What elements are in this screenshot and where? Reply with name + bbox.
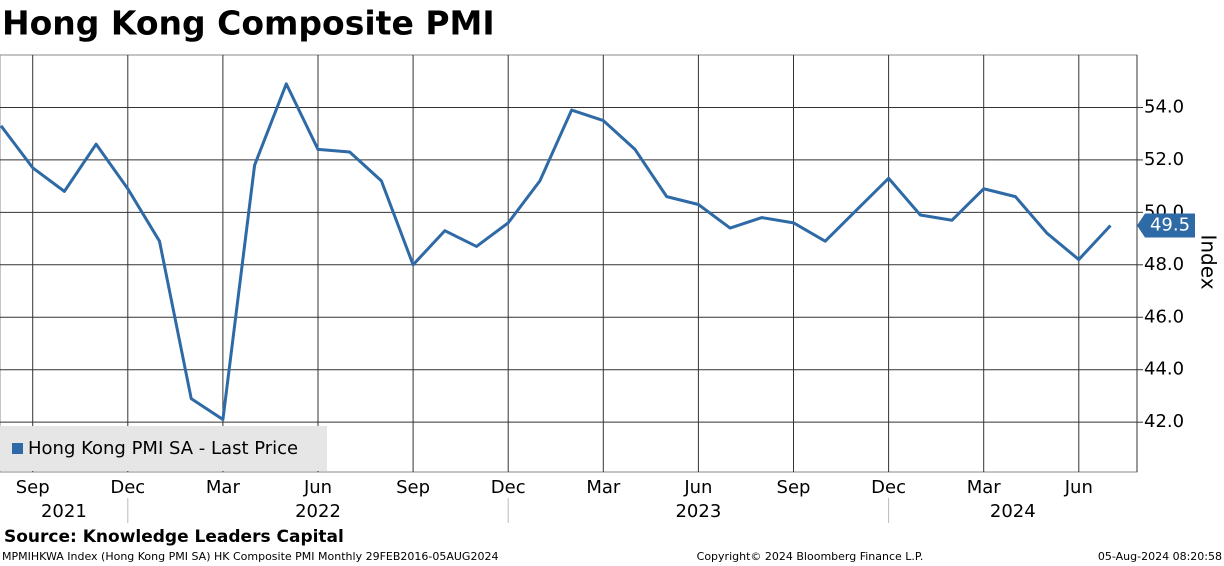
chart-title: Hong Kong Composite PMI	[2, 4, 495, 43]
footer-left: MPMIHKWA Index (Hong Kong PMI SA) HK Com…	[2, 550, 498, 563]
legend-box	[0, 426, 327, 471]
y-tick-label: 48.0	[1144, 254, 1184, 275]
year-label: 2022	[295, 501, 341, 522]
last-value-label: 49.5	[1150, 214, 1190, 235]
x-tick-label: Sep	[777, 477, 811, 498]
x-tick-label: Dec	[110, 477, 145, 498]
footer-center: Copyright© 2024 Bloomberg Finance L.P.	[697, 550, 924, 563]
x-tick-label: Mar	[967, 477, 1002, 498]
x-tick-label: Dec	[491, 477, 526, 498]
y-tick-label: 52.0	[1144, 149, 1184, 170]
year-label: 2024	[990, 501, 1036, 522]
plot-area	[0, 54, 1138, 473]
last-value-tag	[1137, 213, 1195, 238]
x-tick-label: Mar	[586, 477, 621, 498]
x-tick-label: Jun	[683, 477, 712, 498]
x-tick-label: Dec	[871, 477, 906, 498]
x-tick-label: Sep	[16, 477, 50, 498]
legend-swatch	[12, 443, 23, 454]
source: Source: Knowledge Leaders Capital	[4, 527, 344, 547]
year-label: 2021	[41, 501, 87, 522]
y-axis-label: Index	[1197, 234, 1221, 289]
y-tick-label: 54.0	[1144, 96, 1184, 117]
x-tick-label: Mar	[206, 477, 241, 498]
footer-right: 05-Aug-2024 08:20:58	[1098, 550, 1222, 563]
x-tick-label: Jun	[303, 477, 332, 498]
year-label: 2023	[675, 501, 721, 522]
x-tick-label: Sep	[396, 477, 430, 498]
legend-label: Hong Kong PMI SA - Last Price	[28, 438, 298, 459]
y-tick-label: 44.0	[1144, 359, 1184, 380]
series-line	[0, 82, 1112, 422]
y-tick-label: 42.0	[1144, 411, 1184, 432]
x-tick-label: Jun	[1064, 477, 1093, 498]
y-tick-label: 46.0	[1144, 306, 1184, 327]
